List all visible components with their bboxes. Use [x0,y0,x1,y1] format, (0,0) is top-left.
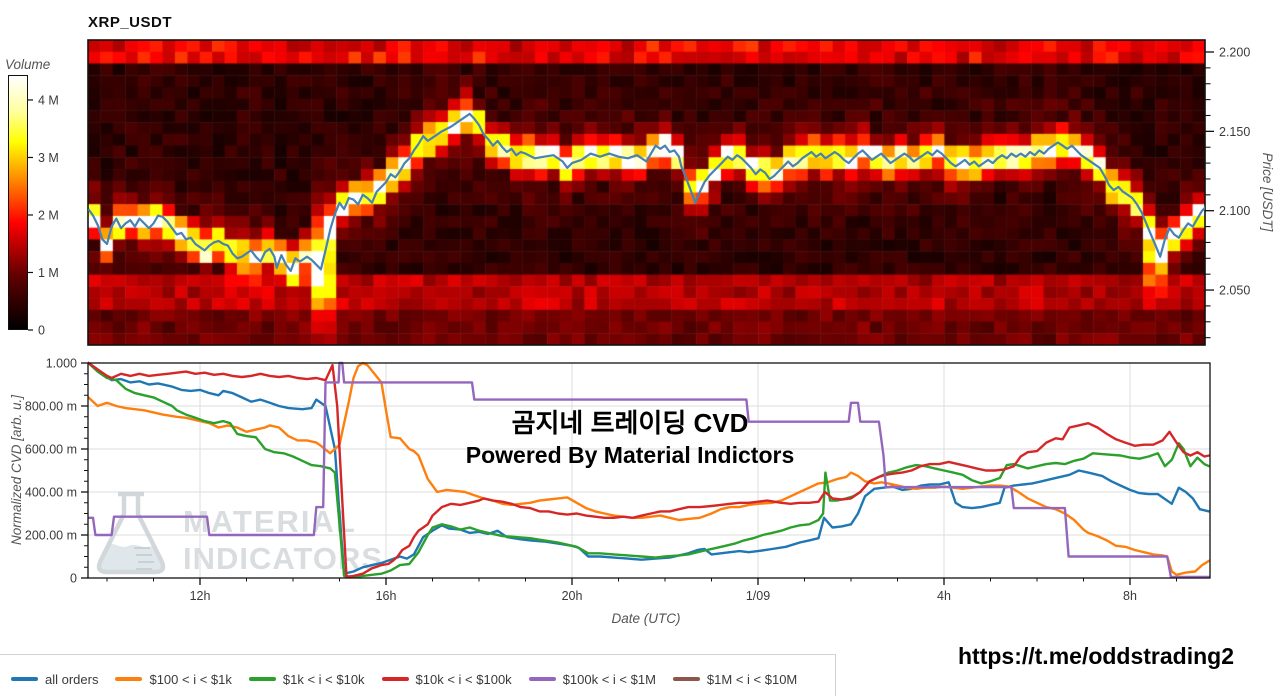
time-tick-label: 8h [1123,589,1137,603]
volume-tick-label: 1 M [38,266,59,280]
flask-icon [96,491,166,575]
legend-item--100-i-1k: $100 < i < $1k [115,671,232,687]
legend-label: $1k < i < $10k [282,671,365,687]
watermark: MATERIAL INDICATORS [96,491,383,576]
cvd-tick-label: 400.00 m [25,486,77,500]
cvd-tick-label: 200.00 m [25,529,77,543]
time-tick-label: 20h [562,589,583,603]
volume-colorbar [8,75,28,330]
legend-label: $1M < i < $10M [706,671,798,687]
legend-label: $100k < i < $1M [562,671,656,687]
volume-axis-label: Volume [5,57,50,72]
time-tick-label: 1/09 [746,589,770,603]
legend-swatch [11,677,38,681]
legend-item--10k-i-100k: $10k < i < $100k [381,671,512,687]
price-tick-label: 2.150 [1219,125,1250,139]
legend-swatch [248,677,276,681]
legend-swatch [381,677,409,681]
legend-swatch [528,677,556,681]
legend-item--1k-i-10k: $1k < i < $10k [248,671,365,687]
legend-swatch [672,677,700,681]
telegram-url-text: https://t.me/oddstrading2 [958,643,1234,669]
legend-item--1m-i-10m: $1M < i < $10M [672,671,798,687]
price-tick-label: 2.200 [1219,46,1250,60]
price-tick-label: 2.100 [1219,204,1250,218]
volume-tick-label: 0 [38,324,45,338]
page-title: XRP_USDT [88,14,173,31]
overlay-title: 곰지네 트레이딩 CVD [511,408,749,438]
volume-tick-label: 2 M [38,208,59,222]
legend-label: all orders [45,671,99,687]
cvd-tick-label: 600.00 m [25,443,77,457]
volume-tick-label: 4 M [38,93,59,107]
legend-item-all-orders: all orders [11,672,98,687]
cvd-tick-label: 0 [70,572,77,586]
watermark-text-line2: INDICATORS [183,541,383,576]
time-tick-label: 12h [190,589,211,603]
date-axis-label: Date (UTC) [611,611,680,626]
legend-swatch [115,677,143,681]
chart-legend: all orders $100 < i < $1k $1k < i < $10k $1… [0,654,836,696]
overlay-subtitle: Powered By Material Indictors [465,442,795,468]
price-tick-label: 2.050 [1219,284,1250,298]
cvd-y-axis-label: Normalized CVD [arb. u.] [9,394,24,545]
legend-label: $100 < i < $1k [149,671,232,687]
price-axis-label: Price [USDT] [1260,153,1275,233]
watermark-text-line1: MATERIAL [183,504,357,539]
time-tick-label: 4h [937,589,951,603]
overlay-caption: 곰지네 트레이딩 CVD Powered By Material Indicto… [380,406,880,471]
legend-label: $10k < i < $100k [415,671,512,687]
cvd-tick-label: 800.00 m [25,400,77,414]
time-tick-label: 16h [376,589,397,603]
legend-item--100k-i-1m: $100k < i < $1M [528,671,656,687]
volume-heatmap-canvas [88,40,1205,345]
cvd-tick-label: 1.000 [46,357,77,371]
volume-tick-label: 3 M [38,151,59,165]
